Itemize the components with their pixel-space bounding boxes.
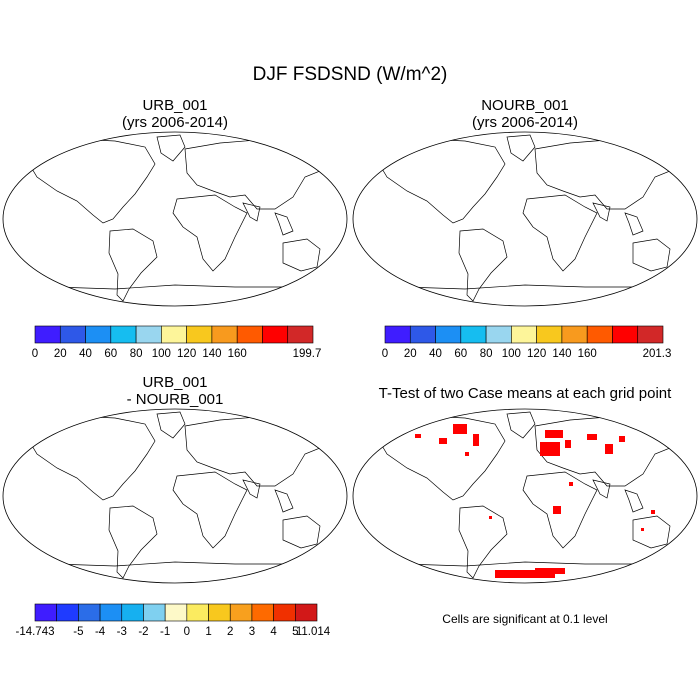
- colorbar-urb: 0 20 40 60 80 100 120 140 160 199.7: [32, 325, 322, 360]
- cb2-box: [511, 325, 537, 344]
- cb3-label: -1: [160, 626, 170, 638]
- cb1-label: 80: [130, 348, 143, 360]
- cb2-label: 40: [429, 348, 442, 360]
- significance-note: Cells are significant at 0.1 level: [442, 612, 608, 626]
- cb1-box: [236, 325, 263, 344]
- cb3-box: [208, 603, 231, 622]
- panel-3-title-line2: - NOURB_001: [126, 391, 224, 408]
- panel-1-title-line1: URB_001: [142, 97, 208, 114]
- cb1-label: 140: [202, 348, 221, 360]
- cb2-box: [409, 325, 436, 344]
- cb1-box: [110, 325, 137, 344]
- cb1-label: 199.7: [293, 348, 322, 360]
- cb2-label: 120: [527, 348, 546, 360]
- cb3-box: [251, 603, 274, 622]
- cb3-box: [229, 603, 253, 622]
- cb1-box: [34, 325, 61, 344]
- cb2-box: [637, 325, 664, 344]
- colorbar-difference: -14.743 -5 -4 -3 -2 -1 0 1 2 3 4 511.014: [15, 603, 331, 638]
- cb3-label: 1: [205, 626, 211, 638]
- cb2-label: 100: [502, 348, 521, 360]
- cb3-box: [295, 603, 318, 622]
- figure-title: DJF FSDSND (W/m^2): [252, 64, 448, 85]
- map-panel-difference: [2, 408, 348, 584]
- cb2-label: 0: [382, 348, 388, 360]
- urb-land-field: [7, 135, 343, 306]
- cb2-label: 20: [404, 348, 417, 360]
- panel-3-title: URB_001 - NOURB_001: [25, 374, 325, 408]
- cb3-box: [273, 603, 296, 622]
- map-panel-ttest: [352, 408, 698, 584]
- nourb-land-field: [357, 135, 693, 306]
- cb1-label: 100: [152, 348, 171, 360]
- cb2-label: 60: [454, 348, 467, 360]
- difference-land-field: [7, 412, 343, 583]
- cb2-label: 201.3: [643, 348, 672, 360]
- panel-2-title: NOURB_001 (yrs 2006-2014): [375, 97, 675, 131]
- cb2-label: 80: [480, 348, 493, 360]
- cb1-box: [262, 325, 289, 344]
- cb3-label: 0: [184, 626, 190, 638]
- cb2-box: [384, 325, 411, 344]
- panel-1-title-line2: (yrs 2006-2014): [122, 114, 228, 131]
- cb1-box: [161, 325, 187, 344]
- cb2-box: [612, 325, 639, 344]
- panel-2-title-line1: NOURB_001: [481, 97, 569, 114]
- cb1-label: 160: [228, 348, 247, 360]
- cb3-label: 4: [270, 626, 277, 638]
- cb2-box: [460, 325, 487, 344]
- cb1-label: 120: [177, 348, 196, 360]
- cb3-label: -2: [138, 626, 148, 638]
- cb3-label: -14.743: [15, 626, 54, 638]
- cb1-label: 60: [104, 348, 117, 360]
- cb3-box: [56, 603, 79, 622]
- cb3-box: [78, 603, 101, 622]
- cb1-box: [287, 325, 314, 344]
- cb3-box: [164, 603, 188, 622]
- cb3-label: 5: [292, 626, 298, 638]
- cb3-box: [99, 603, 123, 622]
- cb2-box: [536, 325, 563, 344]
- cb1-box: [59, 325, 86, 344]
- cb3-label: 2: [227, 626, 233, 638]
- cb3-box: [143, 603, 166, 622]
- map-panel-nourb: [352, 131, 698, 307]
- cb3-label: -3: [117, 626, 127, 638]
- panel-4-title: T-Test of two Case means at each grid po…: [378, 385, 672, 402]
- cb2-box: [485, 325, 512, 344]
- colorbar-nourb: 0 20 40 60 80 100 120 140 160 201.3: [382, 325, 672, 360]
- cb3-label: 11.014: [296, 626, 331, 638]
- cb2-label: 140: [552, 348, 571, 360]
- cb1-box: [211, 325, 238, 344]
- cb1-label: 20: [54, 348, 67, 360]
- panel-3-title-line1: URB_001: [142, 374, 208, 391]
- cb1-label: 0: [32, 348, 38, 360]
- map-panel-urb: [2, 131, 348, 307]
- cb1-label: 40: [79, 348, 92, 360]
- cb2-label: 160: [578, 348, 597, 360]
- significant-cells: [405, 424, 655, 578]
- panel-2-title-line2: (yrs 2006-2014): [472, 114, 578, 131]
- cb3-box: [121, 603, 144, 622]
- cb3-label: -5: [73, 626, 83, 638]
- cb2-box: [435, 325, 462, 344]
- cb1-box: [186, 325, 213, 344]
- cb2-box: [561, 325, 588, 344]
- cb3-label: 3: [249, 626, 255, 638]
- cb3-box: [34, 603, 57, 622]
- cb3-label: -4: [95, 626, 106, 638]
- cb2-box: [586, 325, 613, 344]
- cb1-box: [85, 325, 112, 344]
- panel-1-title: URB_001 (yrs 2006-2014): [25, 97, 325, 131]
- cb3-box: [186, 603, 209, 622]
- cb1-box: [135, 325, 162, 344]
